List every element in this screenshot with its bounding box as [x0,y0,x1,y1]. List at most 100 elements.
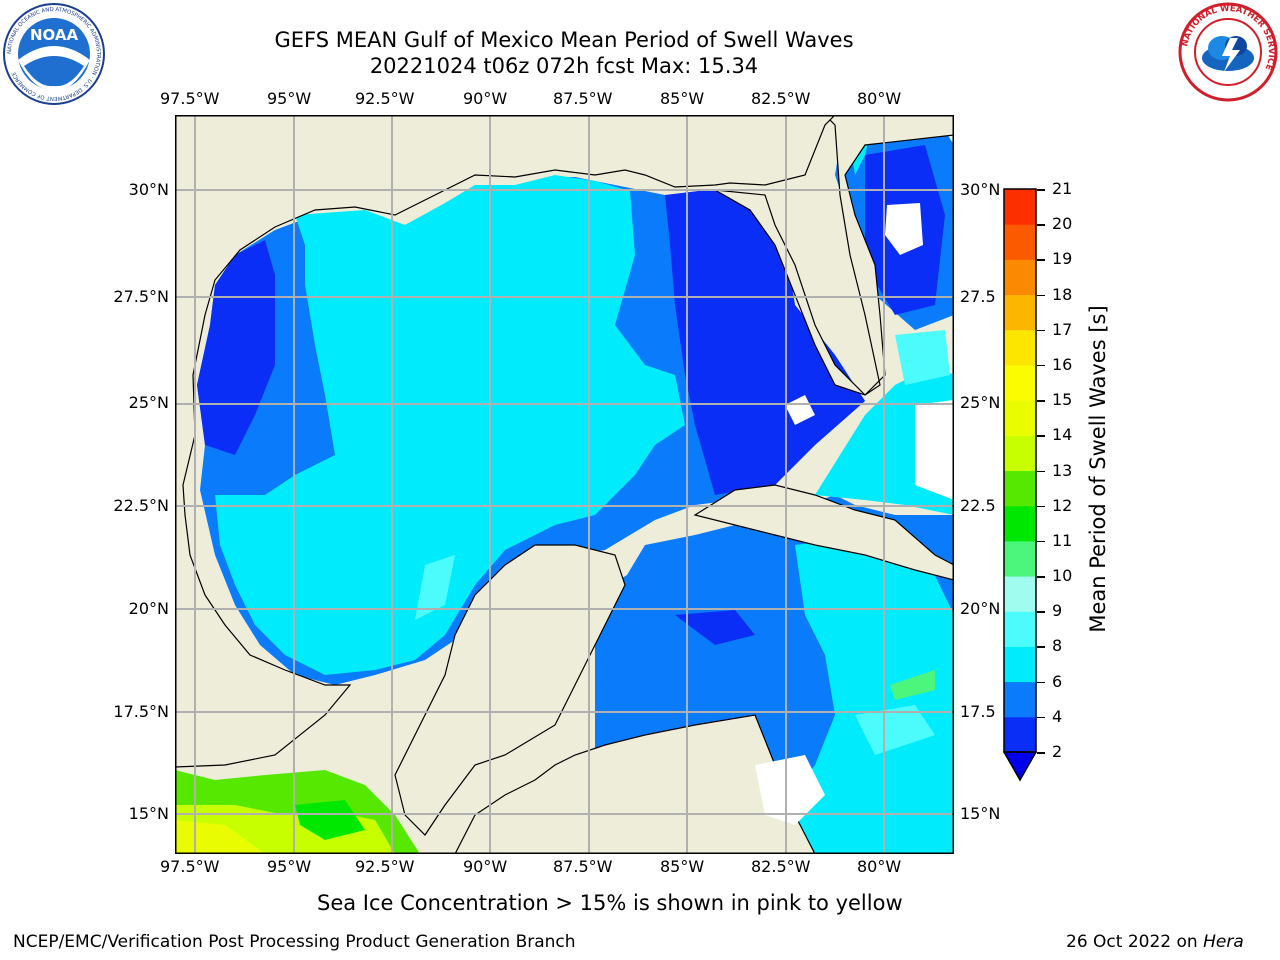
lat-label-left: 17.5°N [113,702,169,721]
colorbar-tick-label: 11 [1052,530,1073,550]
lon-label-top: 97.5°W [160,89,220,108]
lon-label-bottom: 80°W [857,857,902,876]
colorbar-segment [1004,505,1036,542]
colorbar-tick [1037,224,1045,226]
map-panel [175,115,954,854]
colorbar-tick [1037,716,1045,719]
pacific-swell-peak [175,820,265,854]
colorbar-tick-label: 6 [1052,671,1063,691]
lon-label-bottom: 90°W [463,857,508,876]
colorbar-tick [1037,752,1045,754]
lat-label-right: 30°N [960,180,1001,199]
no-data-patch-c [755,755,825,825]
colorbar-tick-label: 17 [1052,319,1073,339]
colorbar-tick-label: 21 [1052,179,1073,198]
colorbar-tick [1037,400,1045,402]
cuba-land [693,484,954,581]
map-subtitle: 20221024 t06z 072h fcst Max: 15.34 [369,54,759,78]
no-data-patch-a [885,203,923,255]
lon-label-top: 90°W [463,89,508,108]
colorbar-tick-label: 15 [1052,390,1073,410]
colorbar-tick [1037,435,1045,437]
colorbar-tick-label: 10 [1052,566,1073,586]
colorbar-frame [1003,188,1037,753]
lon-label-top: 92.5°W [355,89,415,108]
lat-label-left: 30°N [128,180,169,199]
lon-label-bottom: 95°W [267,857,312,876]
colorbar-tick-label: 12 [1052,495,1073,515]
colorbar-tick [1037,329,1045,332]
colorbar-tick [1037,294,1045,297]
light-cyan-patch-b [855,705,935,755]
short-period-caribbean-zone [675,610,755,645]
colorbar-segment [1004,189,1036,225]
lon-label-top: 85°W [660,89,705,108]
colorbar-segment [1004,329,1036,366]
colorbar-segment [1004,576,1036,612]
graticule [175,115,954,854]
lon-label-bottom: 97.5°W [160,857,220,876]
colorbar-tick-label: 14 [1052,425,1073,445]
mexico-us-land [175,115,954,768]
colorbar-tick-label: 20 [1052,214,1073,234]
lat-label-right: 20°N [960,599,1001,618]
lat-label-right: 15°N [960,804,1001,823]
colorbar-tick [1037,259,1045,261]
noaa-logo: NOAA NATIONAL OCEANIC AND ATMOSPHERIC AD… [3,3,105,105]
light-cyan-patch-a [415,555,455,620]
colorbar-segment [1004,716,1036,753]
colorbar-segment [1004,259,1036,296]
colorbar-segment [1004,400,1036,436]
lat-label-right: 17.5 [960,702,996,721]
colorbar-segment [1004,681,1036,718]
colorbar-tick [1037,611,1045,613]
lon-label-bottom: 82.5°W [751,857,811,876]
yucatan-land [394,544,626,836]
colorbar-tick-label: 16 [1052,354,1073,374]
colorbar-tick [1037,576,1045,578]
colorbar-tick [1037,505,1045,508]
map-frame [175,115,954,854]
green-patch [890,670,935,700]
colorbar-segment [1004,646,1036,683]
lat-label-right: 27.5 [960,287,996,306]
colorbar-tick [1037,364,1045,367]
colorbar-tick-label: 4 [1052,706,1063,726]
pacific-swell-green [295,800,365,840]
colorbar-under-arrow [1002,751,1038,782]
short-period-west-zone [197,240,275,455]
colorbar-tick-label: 8 [1052,636,1063,656]
colorbar-tick-label: 13 [1052,460,1073,480]
lat-label-left: 15°N [128,804,169,823]
footer-date-text: 26 Oct 2022 on [1066,932,1204,952]
colorbar-label: Mean Period of Swell Waves [s] [1086,305,1110,633]
colorbar-tick-label: 19 [1052,249,1073,269]
noaa-logo-text: NOAA [30,26,79,44]
sea-ice-note: Sea Ice Concentration > 15% is shown in … [317,891,903,915]
mid-period-caribbean-zone [775,535,954,854]
lat-label-left: 22.5°N [113,496,169,515]
colorbar-segment [1004,224,1036,260]
mid-period-gulf-zone [215,175,685,675]
footer-host: Hera [1203,932,1244,952]
lon-label-bottom: 92.5°W [355,857,415,876]
colorbar-tick-label: 9 [1052,601,1063,621]
colorbar-tick [1037,540,1045,543]
colorbar-segment [1004,294,1036,331]
colorbar-tick [1037,646,1045,648]
no-data-patch-b [915,400,954,500]
florida-land [714,115,954,396]
light-cyan-patch-c [895,330,950,385]
nws-logo: NATIONAL WEATHER SERVICE [1178,2,1278,102]
colorbar-segment [1004,364,1036,401]
map-title: GEFS MEAN Gulf of Mexico Mean Period of … [274,28,854,52]
colorbar-segment [1004,611,1036,647]
lon-label-bottom: 85°W [660,857,705,876]
lon-label-top: 82.5°W [751,89,811,108]
colorbar [1002,188,1038,782]
colorbar-tick-label: 2 [1052,742,1063,761]
lon-label-top: 80°W [857,89,902,108]
footer-date: 26 Oct 2022 on Hera [1066,932,1244,952]
lat-label-left: 25°N [128,393,169,412]
colorbar-tick [1037,470,1045,472]
